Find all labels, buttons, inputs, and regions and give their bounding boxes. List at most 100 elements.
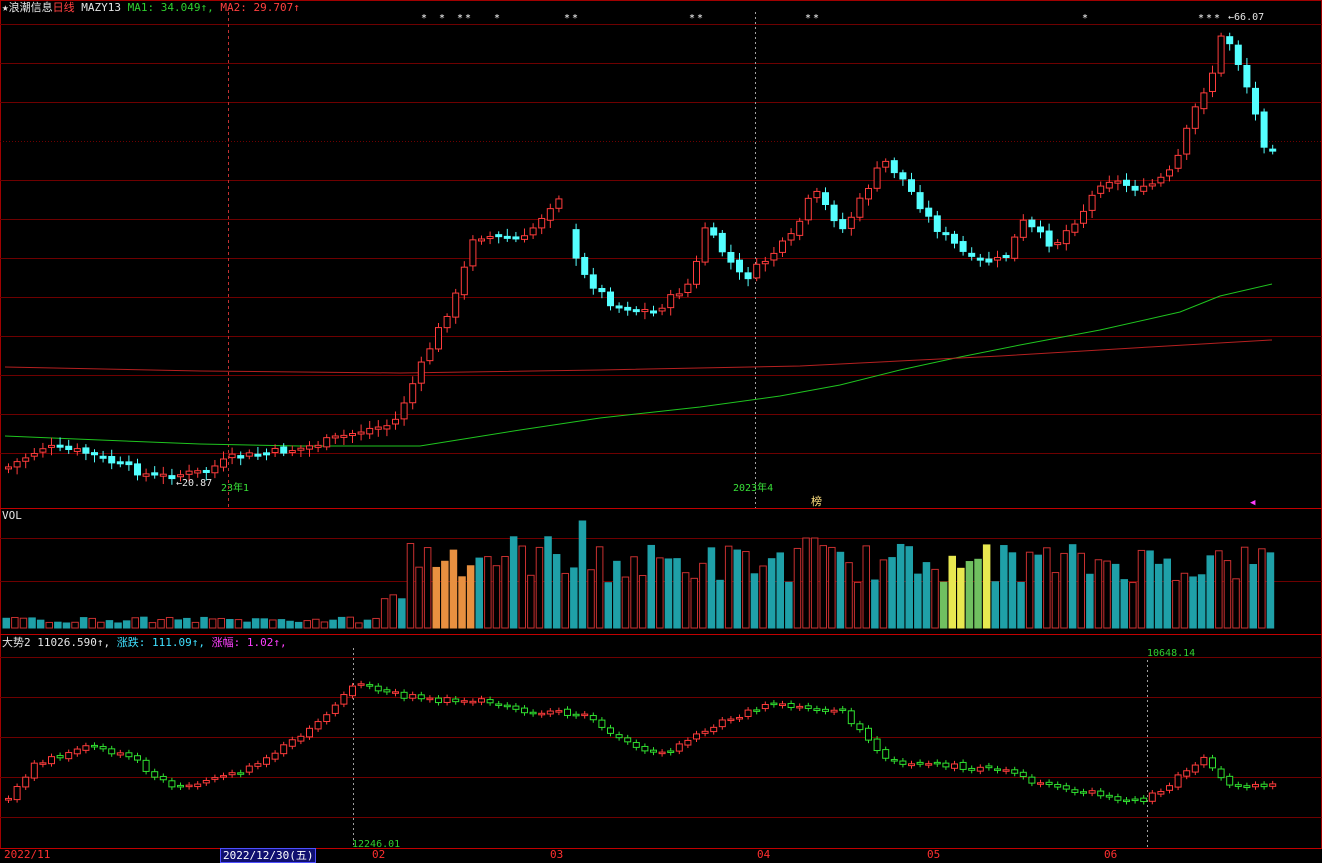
price-candle bbox=[245, 452, 253, 457]
price-candle bbox=[796, 220, 804, 236]
index-candle bbox=[417, 694, 425, 700]
star-icon: * bbox=[814, 13, 819, 24]
price-candle bbox=[847, 216, 855, 229]
volume-bar bbox=[707, 547, 716, 629]
date-label-mar[interactable]: 03 bbox=[550, 848, 564, 861]
index-candle bbox=[1140, 797, 1148, 803]
price-candle bbox=[211, 465, 219, 474]
stock-name[interactable]: 浪潮信息 bbox=[8, 1, 53, 14]
price-candle bbox=[959, 241, 967, 252]
index-candle bbox=[1019, 771, 1027, 778]
index-candle bbox=[151, 771, 159, 778]
volume-bar bbox=[320, 621, 329, 629]
price-candles[interactable] bbox=[5, 32, 1277, 485]
index-name[interactable]: 大势2 bbox=[2, 636, 31, 649]
price-candle bbox=[1200, 92, 1208, 110]
price-candle bbox=[56, 444, 64, 448]
index-candle bbox=[426, 697, 434, 701]
price-candle bbox=[374, 426, 382, 430]
date-label-jun[interactable]: 06 bbox=[1104, 848, 1118, 861]
year-tag-1: 23年1 bbox=[221, 483, 250, 494]
index-candle bbox=[194, 783, 202, 788]
ma1-label: MA1: bbox=[127, 1, 155, 14]
volume-bar bbox=[208, 618, 217, 629]
price-candle bbox=[1071, 223, 1079, 233]
date-label-apr[interactable]: 04 bbox=[757, 848, 771, 861]
price-candle bbox=[1105, 181, 1113, 189]
price-candle bbox=[48, 444, 55, 448]
volume-bar bbox=[1232, 578, 1240, 629]
volume-bar bbox=[1206, 555, 1214, 629]
index-candle bbox=[116, 752, 124, 756]
index-candle bbox=[1062, 785, 1070, 790]
volume-bar bbox=[337, 616, 346, 629]
volume-bar bbox=[733, 549, 741, 629]
date-label-feb[interactable]: 02 bbox=[372, 848, 386, 861]
price-candle bbox=[1097, 185, 1105, 194]
volume-bar bbox=[329, 619, 337, 629]
price-candle bbox=[779, 240, 786, 253]
volume-bar bbox=[492, 565, 501, 629]
index-candle bbox=[357, 683, 365, 686]
volume-bar bbox=[974, 558, 982, 629]
price-candle bbox=[288, 450, 296, 454]
price-candle bbox=[684, 283, 692, 294]
price-candle bbox=[908, 179, 915, 192]
price-candle bbox=[486, 236, 494, 240]
price-candle bbox=[890, 160, 898, 174]
price-candle bbox=[1019, 219, 1027, 238]
index-candle bbox=[1045, 781, 1053, 786]
price-candle bbox=[942, 232, 950, 236]
ma2-line bbox=[4, 339, 1273, 374]
volume-bar bbox=[312, 618, 320, 629]
price-candle bbox=[994, 256, 1001, 261]
index-candle bbox=[323, 714, 331, 723]
index-candle bbox=[1243, 785, 1251, 789]
star-icon: * bbox=[806, 13, 811, 24]
volume-bar bbox=[776, 552, 784, 629]
index-candle bbox=[288, 739, 296, 747]
index-candle bbox=[314, 721, 322, 730]
volume-bar bbox=[484, 556, 492, 629]
star-icon: * bbox=[495, 13, 500, 24]
volume-bar bbox=[853, 581, 862, 629]
index-candle bbox=[564, 708, 571, 716]
volume-bars[interactable] bbox=[2, 520, 1275, 629]
index-candle bbox=[460, 700, 468, 703]
volume-bar bbox=[1103, 560, 1111, 629]
index-candles[interactable] bbox=[5, 680, 1277, 805]
volume-bar bbox=[656, 557, 664, 629]
date-label-may[interactable]: 05 bbox=[927, 848, 941, 861]
volume-bar bbox=[828, 546, 836, 629]
period-label[interactable]: 日线 bbox=[52, 1, 75, 14]
index-candle bbox=[632, 742, 640, 748]
volume-bar bbox=[1060, 552, 1068, 629]
index-candle bbox=[56, 755, 64, 759]
price-candle bbox=[1209, 72, 1216, 92]
price-candle bbox=[443, 315, 451, 329]
price-candle bbox=[589, 274, 597, 289]
volume-bar bbox=[1068, 544, 1077, 629]
index-candle bbox=[727, 718, 735, 722]
indicator-name[interactable]: MAZY13 bbox=[81, 1, 121, 14]
index-candle bbox=[1217, 768, 1225, 779]
date-label-selected[interactable]: 2022/12/30(五) bbox=[220, 848, 317, 863]
bang-label: 榜 bbox=[811, 495, 822, 508]
index-candle bbox=[701, 730, 709, 734]
price-candle bbox=[976, 257, 984, 261]
volume-bar bbox=[1137, 549, 1146, 629]
index-change-value: 111.09↑, bbox=[151, 636, 205, 649]
date-label-nov[interactable]: 2022/11 bbox=[4, 848, 51, 861]
index-candle bbox=[693, 733, 700, 740]
index-candle bbox=[994, 768, 1001, 771]
index-candle bbox=[873, 738, 881, 752]
volume-bar bbox=[630, 556, 638, 629]
volume-bar bbox=[114, 622, 122, 629]
index-candle bbox=[435, 697, 442, 704]
price-candle bbox=[968, 252, 976, 257]
volume-bar bbox=[432, 566, 440, 629]
price-candle bbox=[1260, 111, 1268, 148]
volume-bar bbox=[191, 621, 200, 629]
price-candle bbox=[736, 259, 743, 273]
